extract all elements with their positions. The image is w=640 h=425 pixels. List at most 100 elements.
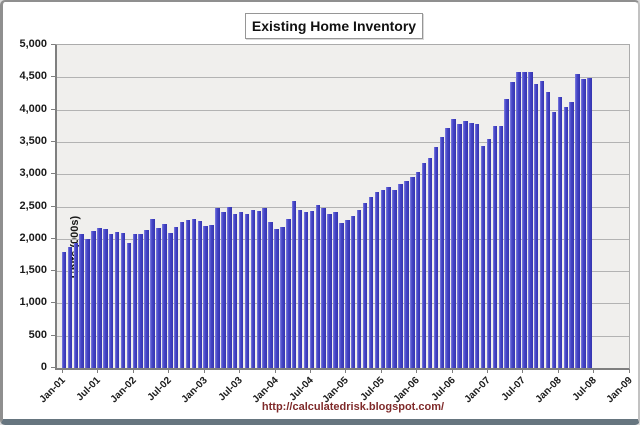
bar-Jan-07: [486, 139, 492, 368]
bar-Nov-01: [120, 233, 126, 368]
y-tick-label-3,500: 3,500: [19, 134, 47, 147]
bar-Dec-03: [268, 222, 273, 368]
x-tick-mark: [345, 369, 347, 373]
x-tick-mark: [62, 369, 63, 373]
bar-Apr-05: [362, 202, 368, 368]
y-tick-label-4,000: 4,000: [19, 102, 47, 115]
y-tick-mark: [51, 302, 55, 304]
bar-Oct-02: [185, 220, 191, 368]
bar-Apr-01: [79, 233, 84, 368]
bar-Apr-06: [433, 147, 439, 368]
x-tick-mark: [593, 369, 595, 373]
y-tick-mark: [51, 367, 55, 368]
bar-Jan-08: [557, 97, 563, 368]
bar-Feb-08: [563, 107, 568, 368]
y-tick-label-4,500: 4,500: [19, 70, 47, 83]
bar-Sep-02: [179, 222, 185, 368]
bar-Aug-04: [315, 205, 321, 368]
y-tick-mark: [51, 334, 55, 336]
bar-Aug-06: [457, 123, 462, 368]
bar-Nov-03: [262, 208, 267, 368]
bar-Nov-04: [333, 211, 338, 368]
bar-Oct-04: [327, 213, 332, 368]
bar-Dec-02: [197, 220, 203, 368]
gridline-3000: [57, 174, 629, 176]
bar-Nov-02: [191, 219, 197, 368]
x-tick-mark: [274, 369, 276, 373]
bar-Jun-06: [445, 127, 450, 368]
bar-May-06: [439, 136, 445, 368]
bar-Feb-04: [280, 227, 285, 368]
y-tick-label-2,500: 2,500: [19, 199, 47, 212]
x-tick-mark: [416, 369, 418, 373]
bar-Mar-01: [73, 243, 79, 368]
bar-Jan-03: [203, 225, 208, 368]
bar-Mar-07: [498, 125, 504, 368]
x-tick-mark: [451, 369, 453, 373]
x-tick-mark: [203, 369, 205, 373]
bar-May-08: [581, 78, 586, 368]
y-tick-label-1,500: 1,500: [19, 264, 47, 277]
x-tick-mark: [132, 369, 134, 373]
bar-May-03: [227, 206, 232, 368]
x-tick-mark: [239, 369, 241, 373]
y-tick-mark: [51, 205, 55, 207]
bar-Jun-08: [587, 77, 592, 368]
x-tick-mark: [309, 369, 311, 373]
bar-Dec-04: [339, 222, 344, 368]
bar-Mar-06: [427, 158, 433, 368]
y-tick-label-3,000: 3,000: [19, 167, 47, 180]
bar-Jul-03: [238, 212, 244, 368]
x-tick-mark: [522, 369, 524, 373]
bar-Dec-05: [410, 177, 415, 368]
bar-Jul-01: [97, 228, 102, 368]
x-tick-mark: [557, 369, 559, 373]
bar-May-05: [368, 197, 374, 368]
bar-Jun-03: [232, 213, 238, 368]
source-url-text: http://calculatedrisk.blogspot.com/: [261, 401, 445, 413]
bar-Nov-06: [474, 124, 480, 368]
x-tick-mark: [487, 369, 488, 373]
bar-Sep-06: [463, 121, 468, 368]
y-tick-mark: [51, 108, 55, 110]
bar-Oct-03: [256, 211, 262, 368]
bar-Sep-07: [533, 83, 539, 368]
bar-Sep-04: [321, 207, 326, 368]
bar-Nov-05: [404, 180, 409, 368]
bar-Feb-03: [209, 224, 214, 368]
bar-Apr-03: [221, 212, 226, 368]
y-tick-label-2,000: 2,000: [19, 231, 47, 244]
bar-Jul-02: [168, 233, 173, 368]
bar-Jul-06: [451, 119, 456, 368]
bar-Jan-02: [132, 233, 138, 368]
bar-Sep-03: [250, 209, 256, 368]
bar-Dec-07: [551, 111, 557, 368]
bar-Jun-01: [91, 231, 96, 368]
x-tick-mark: [97, 369, 99, 373]
bar-Sep-01: [108, 234, 114, 368]
gridline-3500: [57, 141, 629, 143]
bar-Sep-05: [392, 189, 397, 368]
bar-Jul-07: [522, 71, 527, 368]
bar-Feb-02: [138, 233, 143, 368]
bar-Aug-01: [103, 229, 108, 368]
y-tick-mark: [51, 76, 55, 78]
bar-Mar-08: [569, 101, 574, 368]
bar-Aug-05: [386, 187, 391, 368]
bar-Dec-01: [126, 242, 132, 368]
bar-Feb-05: [350, 216, 356, 368]
bar-Aug-03: [244, 213, 250, 368]
bar-Jan-04: [274, 229, 279, 368]
bar-Oct-06: [469, 123, 474, 368]
bar-May-01: [85, 238, 90, 368]
bar-May-07: [510, 81, 515, 368]
y-tick-mark: [51, 140, 55, 142]
bar-Jun-05: [374, 192, 380, 368]
bar-Aug-02: [173, 226, 179, 368]
bar-Apr-02: [150, 218, 155, 368]
bar-Mar-02: [144, 230, 149, 368]
y-tick-mark: [51, 44, 55, 45]
bar-Feb-07: [492, 125, 498, 368]
bar-Apr-04: [291, 200, 297, 368]
